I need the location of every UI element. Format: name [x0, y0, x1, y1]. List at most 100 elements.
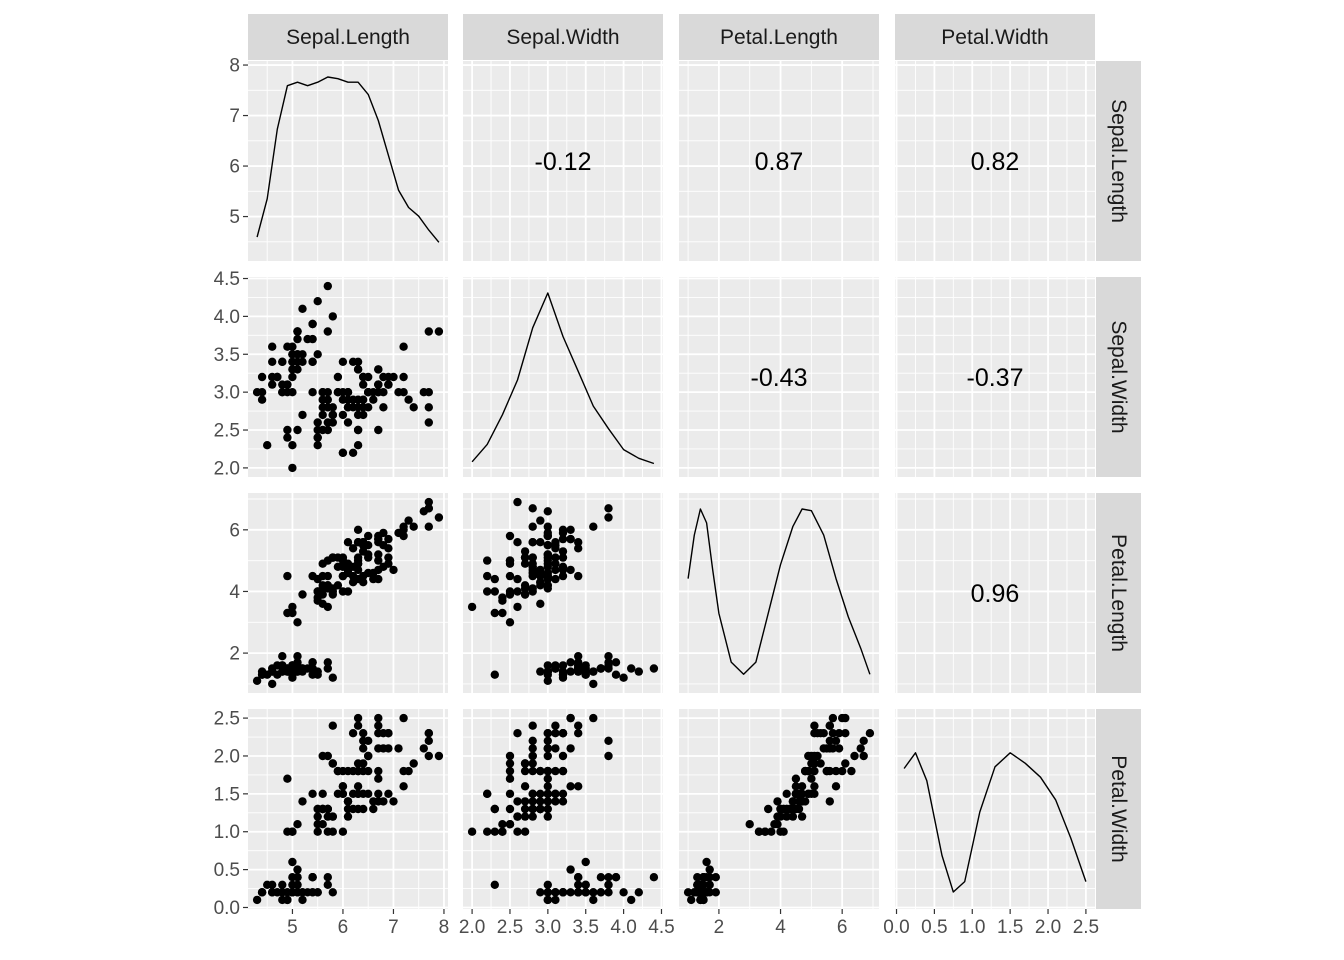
scatter-point — [323, 658, 332, 667]
scatter-point — [298, 895, 307, 905]
scatter-point — [343, 812, 353, 821]
scatter-point — [288, 880, 297, 889]
panel-petal-width-vs-sepal-length — [248, 709, 448, 909]
scatter-point — [604, 513, 613, 522]
scatter-point — [513, 574, 522, 584]
scatter-point — [551, 559, 560, 568]
scatter-point — [791, 774, 801, 783]
scatter-point — [574, 880, 583, 889]
scatter-point — [278, 652, 287, 661]
x-axis-sepal-length: 5 6 7 8 — [287, 909, 449, 938]
scatter-point — [520, 766, 530, 776]
scatter-point — [520, 547, 530, 556]
scatter-point — [323, 804, 332, 814]
column-strip-label: Sepal.Width — [506, 26, 619, 49]
scatter-point — [348, 448, 358, 457]
scatter-point — [369, 804, 378, 814]
scatter-point — [543, 804, 552, 814]
scatter-point — [498, 596, 507, 605]
correlation-label: -0.12 — [535, 148, 592, 176]
scatter-point — [293, 618, 302, 627]
scatter-point — [318, 559, 327, 568]
scatter-point — [278, 880, 287, 889]
scatter-point — [293, 357, 302, 366]
scatter-point — [394, 744, 403, 753]
scatter-point — [483, 789, 492, 798]
scatter-point — [389, 797, 398, 806]
scatter-point — [323, 827, 332, 836]
scatter-point — [359, 729, 368, 738]
scatter-point — [558, 729, 568, 738]
scatter-point — [293, 820, 302, 829]
scatter-point — [513, 797, 522, 806]
scatter-point — [313, 812, 322, 821]
scatter-point — [404, 516, 413, 525]
scatter-point — [333, 766, 343, 776]
scatter-point — [283, 774, 292, 783]
scatter-point — [353, 425, 363, 435]
scatter-point — [313, 587, 322, 596]
scatter-point — [856, 744, 865, 753]
scatter-point — [374, 550, 383, 559]
scatter-point — [528, 571, 537, 581]
scatter-point — [687, 895, 696, 905]
scatter-point — [536, 565, 545, 575]
scatter-point — [528, 562, 537, 571]
scatter-point — [634, 667, 643, 676]
scatter-point — [293, 865, 302, 874]
y-axis-sepal-length: 5 6 7 8 — [229, 56, 248, 228]
scatter-point — [384, 789, 393, 798]
scatter-point — [313, 596, 322, 605]
y-tick-label: 3.5 — [214, 345, 240, 366]
scatter-point — [318, 410, 327, 420]
x-axis-petal-length: 2 4 6 — [714, 909, 847, 938]
scatter-point — [313, 418, 322, 427]
scatter-point — [528, 721, 537, 730]
scatter-point — [819, 744, 828, 753]
scatter-point — [308, 658, 317, 667]
scatter-point — [283, 380, 292, 389]
column-strip-sepal-length: Sepal.Length — [248, 14, 448, 60]
scatter-point — [619, 673, 628, 682]
scatter-point — [490, 804, 499, 814]
scatter-point — [551, 729, 560, 738]
scatter-point — [328, 312, 337, 321]
column-strip-background — [895, 14, 1095, 60]
y-tick-label: 4 — [229, 582, 240, 603]
scatter-point — [318, 403, 327, 412]
scatter-point — [338, 562, 348, 571]
scatter-point — [424, 736, 433, 745]
scatter-point — [399, 342, 408, 351]
scatter-point — [374, 534, 383, 544]
scatter-point — [505, 531, 515, 541]
scatter-point — [348, 544, 358, 553]
y-tick-label: 2.0 — [214, 458, 240, 479]
row-strip-label: Petal.Length — [1107, 534, 1130, 652]
scatter-point — [348, 578, 358, 587]
scatter-point — [649, 873, 659, 882]
scatter-point — [343, 418, 353, 427]
scatter-point — [804, 751, 813, 761]
scatter-point — [528, 504, 537, 513]
scatter-point — [589, 713, 598, 723]
panel-background — [895, 277, 1095, 477]
scatter-point — [834, 729, 844, 738]
scatter-point — [566, 865, 575, 874]
scatter-point — [323, 602, 332, 612]
panel-background — [463, 277, 663, 477]
scatter-point — [696, 880, 705, 889]
scatter-point — [313, 297, 322, 306]
scatter-point — [649, 664, 659, 673]
scatter-point — [293, 661, 302, 670]
scatter-point — [528, 522, 537, 531]
scatter-point — [333, 553, 343, 562]
column-strip-label: Petal.Width — [941, 26, 1048, 49]
scatter-point — [288, 888, 297, 897]
x-tick-label: 2.5 — [497, 917, 523, 938]
scatter-point — [543, 774, 552, 783]
scatter-point — [490, 574, 499, 584]
scatter-point — [364, 388, 373, 397]
y-tick-label: 8 — [229, 56, 240, 77]
scatter-point — [374, 388, 383, 397]
